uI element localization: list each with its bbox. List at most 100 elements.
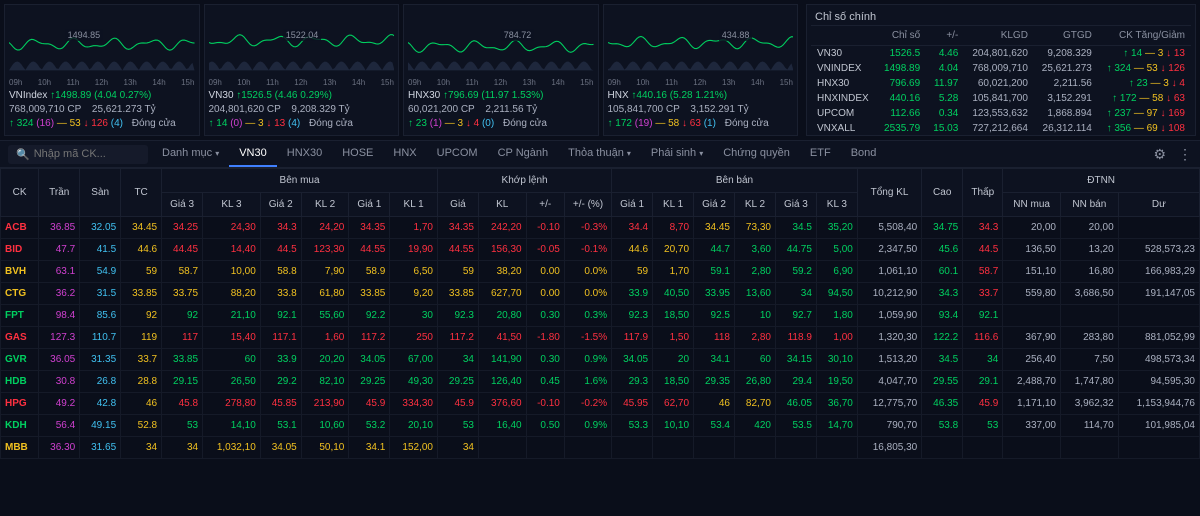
- col-sub[interactable]: KL 3: [816, 193, 857, 217]
- col-sub[interactable]: NN bán: [1060, 193, 1118, 217]
- col-san[interactable]: Sàn: [80, 169, 121, 217]
- search-input[interactable]: [34, 148, 140, 160]
- cell-ck[interactable]: GAS: [1, 327, 39, 349]
- settings-icon[interactable]: ⚙: [1153, 146, 1166, 163]
- cell: 6,50: [390, 261, 438, 283]
- col-cao[interactable]: Cao: [922, 169, 963, 217]
- table-row[interactable]: BVH63.154.95958.710,0058.87,9058.96,5059…: [1, 261, 1200, 283]
- col-sub[interactable]: +/- (%): [564, 193, 611, 217]
- index-row[interactable]: HNXINDEX 440.16 5.28 105,841,700 3,152.2…: [811, 91, 1191, 106]
- cell-ck[interactable]: BID: [1, 239, 39, 261]
- chart-panel-vnindex[interactable]: 1494.85 09h10h11h12h13h14h15h VNIndex ↑1…: [4, 4, 200, 136]
- cell: 46: [121, 393, 162, 415]
- col-sub[interactable]: Giá 1: [349, 193, 390, 217]
- chart-panel-vn30[interactable]: 1522.04 09h10h11h12h13h14h15h VN30 ↑1526…: [204, 4, 400, 136]
- table-row[interactable]: MBB36.3031.6534341,032,1034.0550,1034.11…: [1, 437, 1200, 459]
- cell-ck[interactable]: BVH: [1, 261, 39, 283]
- table-row[interactable]: GAS127.3110.711911715,40117.11,60117.225…: [1, 327, 1200, 349]
- col-sub[interactable]: KL 2: [735, 193, 776, 217]
- table-row[interactable]: HDB30.826.828.829.1526,5029.282,1029.254…: [1, 371, 1200, 393]
- index-row[interactable]: VNINDEX 1498.89 4.04 768,009,710 25,621.…: [811, 61, 1191, 76]
- cell-ck[interactable]: ACB: [1, 217, 39, 239]
- chart-stat-down: ↓ 126 (4): [84, 118, 123, 129]
- cell: 0.0%: [564, 283, 611, 305]
- cell: 46.35: [922, 393, 963, 415]
- col-tc[interactable]: TC: [121, 169, 162, 217]
- table-row[interactable]: KDH56.449.1552.85314,1053.110,6053.220,1…: [1, 415, 1200, 437]
- cell: 528,573,23: [1118, 239, 1199, 261]
- cell: 92.2: [349, 305, 390, 327]
- col-sub[interactable]: KL 1: [653, 193, 694, 217]
- col-sub[interactable]: Giá 2: [260, 193, 301, 217]
- table-row[interactable]: GVR36.0531.3533.733.856033.920,2034.0567…: [1, 349, 1200, 371]
- index-row[interactable]: VNXALL 2535.79 15.03 727,212,664 26,312.…: [811, 121, 1191, 136]
- cell: 34.45: [694, 217, 735, 239]
- cell-ck[interactable]: GVR: [1, 349, 39, 371]
- cell: 59.2: [775, 261, 816, 283]
- index-row[interactable]: UPCOM 112.66 0.34 123,553,632 1,868.894 …: [811, 106, 1191, 121]
- tab-hose[interactable]: HOSE: [332, 141, 383, 167]
- cell: 59: [437, 261, 478, 283]
- table-row[interactable]: ACB36.8532.0534.4534.2524,3034.324,2034.…: [1, 217, 1200, 239]
- index-name: HNX30: [811, 76, 877, 91]
- tab-bond[interactable]: Bond: [841, 141, 887, 167]
- tab-etf[interactable]: ETF: [800, 141, 841, 167]
- cell: 49,30: [390, 371, 438, 393]
- chart-index: ↑796.69 (11.97 1.53%): [443, 90, 543, 101]
- chart-name: VNIndex: [9, 90, 47, 101]
- col-ck[interactable]: CK: [1, 169, 39, 217]
- table-row[interactable]: FPT98.485.6929221,1092.155,6092.23092.32…: [1, 305, 1200, 327]
- cell-ck[interactable]: HPG: [1, 393, 39, 415]
- index-row[interactable]: VN30 1526.5 4.46 204,801,620 9,208.329 ↑…: [811, 46, 1191, 62]
- tab-phái-sinh[interactable]: Phái sinh ▾: [641, 141, 713, 167]
- tab-thỏa-thuận[interactable]: Thỏa thuận ▾: [558, 141, 641, 167]
- col-sub[interactable]: Giá: [437, 193, 478, 217]
- cell: 117.2: [437, 327, 478, 349]
- col-sub[interactable]: Giá 2: [694, 193, 735, 217]
- chart-panel-hnx30[interactable]: 784.72 09h10h11h12h13h14h15h HNX30 ↑796.…: [403, 4, 599, 136]
- col-tongkl[interactable]: Tổng KL: [857, 169, 921, 217]
- tab-hnx30[interactable]: HNX30: [277, 141, 332, 167]
- index-row[interactable]: HNX30 796.69 11.97 60,021,200 2,211.56 ↑…: [811, 76, 1191, 91]
- col-sub[interactable]: Giá 3: [162, 193, 203, 217]
- cell: 33.8: [260, 283, 301, 305]
- col-sub[interactable]: +/-: [526, 193, 564, 217]
- cell-ck[interactable]: HDB: [1, 371, 39, 393]
- col-sub[interactable]: Giá 3: [775, 193, 816, 217]
- col-sub[interactable]: Giá 1: [612, 193, 653, 217]
- cell: 14,40: [203, 239, 261, 261]
- cell-ck[interactable]: MBB: [1, 437, 39, 459]
- cell-ck[interactable]: CTG: [1, 283, 39, 305]
- chart-stat-ref: — 3: [445, 118, 463, 129]
- tab-cp-ngành[interactable]: CP Ngành: [488, 141, 559, 167]
- table-row[interactable]: BID47.741.544.644.4514,4044.5123,3044.55…: [1, 239, 1200, 261]
- col-sub[interactable]: KL: [478, 193, 526, 217]
- search-box[interactable]: 🔍: [8, 145, 148, 164]
- tab-hnx[interactable]: HNX: [383, 141, 426, 167]
- col-sub[interactable]: KL 3: [203, 193, 261, 217]
- cell: 44.55: [437, 239, 478, 261]
- col-tran[interactable]: Trần: [39, 169, 80, 217]
- col-sub[interactable]: KL 1: [390, 193, 438, 217]
- table-row[interactable]: CTG36.231.533.8533.7588,2033.861,8033.85…: [1, 283, 1200, 305]
- cell: 14,10: [203, 415, 261, 437]
- chart-panel-hnx[interactable]: 434.88 09h10h11h12h13h14h15h HNX ↑440.16…: [603, 4, 799, 136]
- col-thap[interactable]: Thấp: [963, 169, 1003, 217]
- chart-stat-up: ↑ 324 (16): [9, 118, 54, 129]
- index-change: 0.34: [926, 106, 964, 121]
- col-sub[interactable]: NN mua: [1003, 193, 1061, 217]
- tab-upcom[interactable]: UPCOM: [427, 141, 488, 167]
- cell: 36.05: [39, 349, 80, 371]
- index-name: VN30: [811, 46, 877, 62]
- col-sub[interactable]: Dư: [1118, 193, 1199, 217]
- cell-ck[interactable]: KDH: [1, 415, 39, 437]
- index-value: 796.69: [877, 76, 927, 91]
- cell-ck[interactable]: FPT: [1, 305, 39, 327]
- table-row[interactable]: HPG49.242.84645.8278,8045.85213,9045.933…: [1, 393, 1200, 415]
- chart-price-label: 1522.04: [283, 29, 322, 41]
- tab-chứng-quyền[interactable]: Chứng quyền: [713, 141, 800, 167]
- tab-danh-mục[interactable]: Danh mục ▾: [152, 141, 229, 167]
- tab-vn30[interactable]: VN30: [229, 141, 277, 167]
- col-sub[interactable]: KL 2: [301, 193, 349, 217]
- menu-icon[interactable]: ⋮: [1178, 146, 1192, 163]
